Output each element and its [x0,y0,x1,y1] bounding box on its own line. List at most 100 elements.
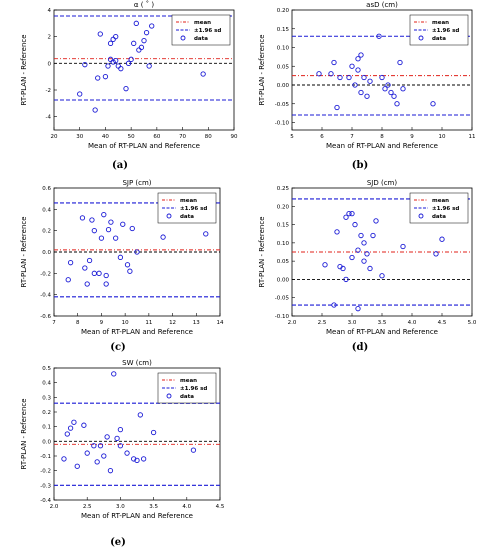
data-point [430,101,436,107]
x-tick-label: 70 [179,134,186,140]
data-point [376,33,382,39]
chart-panel-4: SJD (cm) 2.0 2.5 3.0 3.5 4.0 4.5 5.0 -0.10 -0.05 0… [258,179,477,353]
x-tick-label: 2.0 [288,320,297,326]
data-point [108,219,114,225]
y-tick-label: 0.0 [42,250,51,256]
y-tick-label: -0.6 [40,314,51,320]
x-tick-label: 9 [100,320,104,326]
x-tick-label: 11 [469,134,476,140]
y-tick-label: 0.3 [42,395,51,401]
x-tick-label: 7 [52,320,56,326]
data-point [107,468,114,474]
data-point [115,63,121,69]
x-tick-label: 80 [205,134,212,140]
data-point [364,251,370,257]
panel-caption: (b) [352,160,368,171]
data-point [373,218,379,224]
y-tick-label: -0.4 [40,293,51,299]
data-point [337,74,343,81]
data-point [200,71,206,77]
data-point [433,251,439,257]
data-point [125,60,132,66]
data-point [117,426,124,433]
y-tick-label: 0.00 [277,83,290,89]
chart-title: α ( ˚ ) [134,1,155,9]
data-point [129,225,135,232]
data-point [394,101,400,107]
data-point [370,232,376,239]
data-point [101,453,107,459]
legend-label: data [180,394,194,400]
data-point [131,456,137,462]
data-point [111,371,117,377]
legend-data-swatch [418,213,424,219]
data-point [101,212,107,218]
x-axis-label: Mean of RT-PLAN and Reference [88,142,200,150]
x-tick-label: 13 [193,320,200,326]
data-point [343,276,349,283]
data-point [82,62,88,68]
legend-label: data [194,36,208,42]
chart-panel-5: SW (cm) 2.0 2.5 3.0 3.5 4.0 4.5 -0.4 -0.3 -0.2 -0.… [20,359,225,548]
data-point [77,91,83,97]
y-tick-label: 0.4 [42,207,51,213]
data-point [94,459,100,465]
y-tick-label: -0.10 [275,314,290,320]
data-point [340,265,346,272]
y-tick-label: -4 [46,115,52,121]
data-point [364,93,370,99]
x-tick-label: 10 [122,320,129,326]
legend-data-swatch [166,393,172,399]
data-point [107,56,114,62]
x-tick-label: 3.0 [116,504,125,510]
data-point [107,40,114,46]
x-tick-label: 10 [439,134,446,140]
x-tick-label: 8 [380,134,384,140]
y-tick-label: 0.20 [277,8,290,14]
x-tick-label: 60 [153,134,160,140]
plot-frame [53,9,235,131]
y-tick-label: 0.05 [277,64,290,70]
y-tick-label: 0.10 [277,241,290,247]
x-tick-label: 4.5 [216,504,225,510]
data-point [65,277,71,283]
x-tick-label: 2.5 [318,320,327,326]
x-tick-label: 3.5 [378,320,387,326]
data-point [133,20,139,26]
x-tick-label: 40 [102,134,109,140]
y-tick-label: -0.4 [40,498,51,504]
data-point [91,228,97,234]
data-point [117,254,124,260]
chart-title: SJP (cm) [122,179,151,187]
data-point [400,86,406,92]
y-tick-label: -2 [46,88,51,94]
panel-caption: (e) [110,537,126,548]
data-point [379,74,385,81]
data-point [379,273,385,279]
data-point [349,63,355,69]
data-point [110,36,116,42]
plot-frame [53,367,221,501]
x-axis-label: Mean of RT-PLAN and Reference [81,328,193,336]
data-point [134,249,140,255]
chart-panel-1: α ( ˚ ) 20 30 40 50 60 70 80 90 -4 -2 0 2 4 Mean of RT… [20,1,238,171]
data-point [352,221,358,228]
x-tick-label: 6 [320,134,324,140]
data-point [361,258,367,264]
y-axis-label: RT-PLAN - Reference [20,34,28,105]
data-point [343,214,349,220]
data-point [439,236,445,242]
y-tick-label: 4 [48,8,52,14]
data-point [92,107,98,113]
y-tick-label: -0.10 [275,121,290,127]
data-point [355,56,361,62]
legend-label: mean [194,20,211,26]
data-point [331,59,337,66]
x-tick-label: 50 [128,134,135,140]
data-point [150,429,157,436]
y-tick-label: 0.2 [42,229,51,235]
data-point [67,425,74,431]
y-tick-label: 0.0 [42,439,51,445]
data-point [397,59,403,66]
